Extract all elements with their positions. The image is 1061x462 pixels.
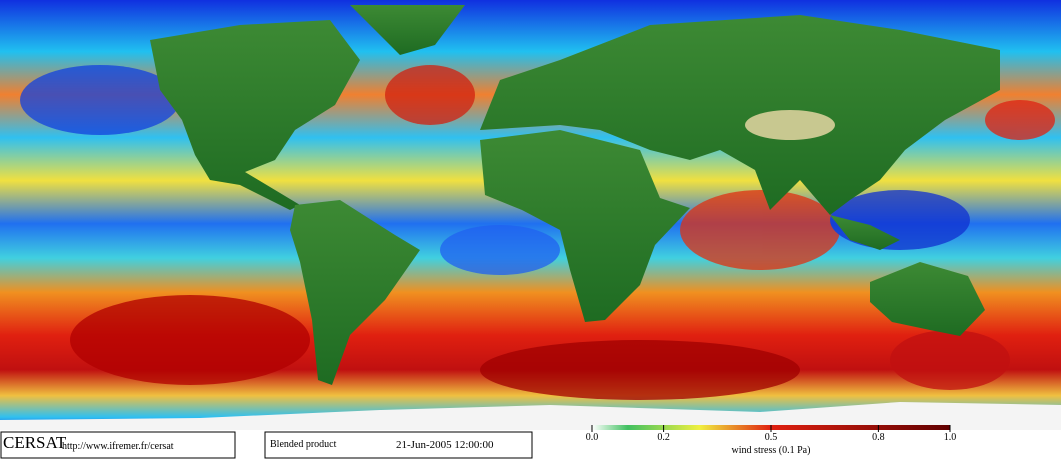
south-america xyxy=(290,200,420,385)
logo-box xyxy=(0,431,236,459)
wind-field xyxy=(20,65,1055,400)
islands xyxy=(830,215,900,250)
colorbar-tick-label: 0.8 xyxy=(872,432,885,443)
plateau xyxy=(745,110,835,140)
north-america xyxy=(150,20,360,210)
colorbar-tick-label: 1.0 xyxy=(944,432,957,443)
greenland xyxy=(350,5,465,55)
colorbar: wind stress (0.1 Pa) 0.0 0.2 0.5 0.8 1.0 xyxy=(586,425,957,456)
product-name: Blended product xyxy=(270,439,337,450)
africa xyxy=(480,130,690,322)
map xyxy=(0,0,1061,430)
colorbar-label: wind stress (0.1 Pa) xyxy=(732,445,811,456)
product-date: 21-Jun-2005 12:00:00 xyxy=(396,439,494,451)
australia xyxy=(870,262,985,336)
product-box xyxy=(264,431,533,459)
eurasia xyxy=(480,15,1000,215)
url: http://www.ifremer.fr/cersat xyxy=(62,441,174,452)
colorbar-tick-label: 0.2 xyxy=(657,432,670,443)
colorbar-tick-label: 0.0 xyxy=(586,432,599,443)
land xyxy=(150,5,1000,385)
logo: CERSAT xyxy=(3,433,67,452)
antarctica xyxy=(0,402,1061,430)
colorbar-tick-label: 0.5 xyxy=(765,432,778,443)
